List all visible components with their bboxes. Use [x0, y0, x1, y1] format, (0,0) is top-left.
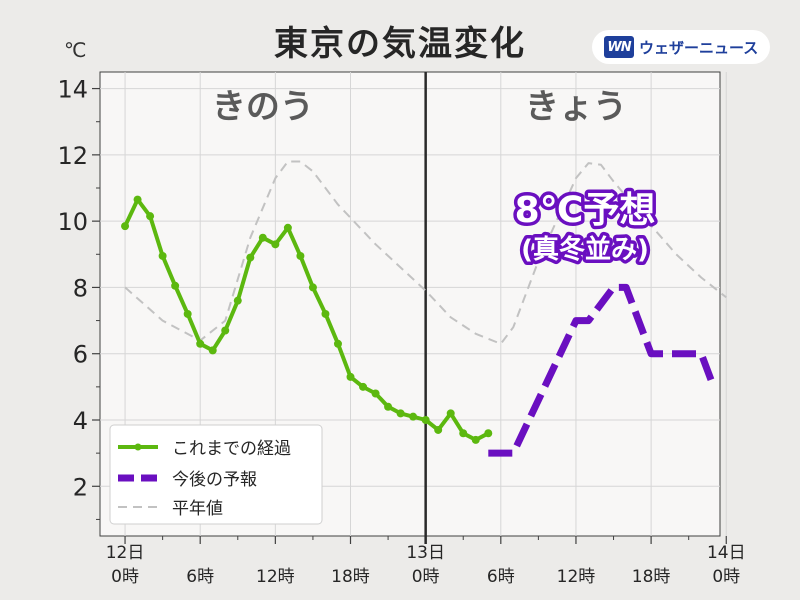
weathernews-brand-badge: WN ウェザーニュース — [592, 30, 770, 64]
y-axis: 2 4 6 8 10 12 14 — [57, 76, 100, 520]
observed-data-point — [396, 409, 405, 418]
y-tick-label: 2 — [73, 473, 88, 501]
series-line-forecast — [488, 283, 717, 457]
observed-data-point — [296, 251, 305, 260]
forecast-callout-temperature: 8℃予想 — [515, 190, 656, 231]
observed-data-point — [421, 416, 430, 424]
x-tick-hour-label: 6時 — [186, 567, 214, 587]
x-tick-hour-label: 0時 — [111, 567, 139, 587]
x-tick-hour-label: 18時 — [632, 567, 671, 587]
observed-data-point — [283, 223, 292, 232]
observed-data-point — [333, 339, 342, 348]
x-tick-hour-label: 0時 — [712, 567, 740, 587]
observed-data-point — [409, 412, 418, 421]
observed-data-point — [321, 309, 330, 318]
y-tick-label: 10 — [57, 208, 88, 236]
x-tick-hour-label: 0時 — [412, 567, 440, 587]
observed-data-point — [258, 233, 267, 242]
forecast-callout-note: (真冬並み) — [521, 235, 649, 265]
observed-data-point — [158, 251, 167, 260]
brand-name: ウェザーニュース — [639, 38, 759, 57]
observed-data-point — [484, 429, 493, 438]
observed-data-point — [308, 283, 317, 292]
observed-data-point — [121, 222, 130, 231]
x-tick-date-label: 13日 — [406, 543, 445, 563]
x-tick-hour-label: 12時 — [256, 567, 295, 587]
y-tick-label: 14 — [57, 76, 88, 104]
observed-data-point — [196, 339, 205, 348]
x-tick-hour-label: 18時 — [331, 567, 370, 587]
y-tick-label: 4 — [73, 407, 88, 435]
series-line-normal — [124, 160, 727, 345]
legend: これまでの経過 今後の予報 平年値 — [109, 424, 323, 525]
observed-data-point — [171, 281, 180, 290]
weathernews-logo-icon: WN — [604, 36, 634, 58]
section-label-yesterday: きのう — [212, 87, 314, 127]
series-layer — [121, 160, 727, 457]
legend-label-forecast: 今後の予報 — [172, 470, 257, 490]
observed-data-point — [133, 195, 142, 204]
observed-data-point — [146, 212, 155, 221]
observed-data-point — [346, 372, 355, 381]
y-tick-label: 12 — [57, 142, 88, 170]
observed-data-point — [471, 435, 480, 444]
legend-box — [109, 424, 323, 525]
y-axis-unit-label: ℃ — [64, 38, 87, 62]
observed-data-point — [246, 253, 255, 262]
section-label-today: きょう — [525, 87, 627, 127]
observed-data-point — [271, 240, 280, 249]
page-title: 東京の気温変化 — [274, 24, 526, 64]
x-tick-date-label: 12日 — [106, 543, 145, 563]
x-tick-hour-label: 6時 — [487, 567, 515, 587]
observed-data-point — [221, 326, 230, 335]
y-tick-label: 8 — [73, 274, 88, 302]
x-tick-hour-label: 12時 — [557, 567, 596, 587]
observed-data-point — [208, 346, 217, 355]
observed-data-point — [384, 402, 393, 411]
legend-marker-observed — [134, 443, 142, 451]
observed-data-point — [233, 296, 242, 305]
y-tick-label: 6 — [73, 341, 88, 369]
observed-data-point — [459, 429, 468, 438]
x-tick-date-label: 14日 — [707, 543, 746, 563]
observed-data-point — [371, 389, 380, 398]
observed-data-point — [359, 382, 368, 391]
observed-data-point — [446, 409, 455, 418]
x-axis: 12日 0時 6時 12時 18時 13日 0時 6時 12時 18時 14日 0時 — [106, 536, 746, 587]
observed-data-point — [434, 425, 443, 434]
legend-label-normal: 平年値 — [172, 499, 223, 519]
observed-data-point — [183, 309, 192, 318]
legend-label-observed: これまでの経過 — [172, 439, 291, 459]
